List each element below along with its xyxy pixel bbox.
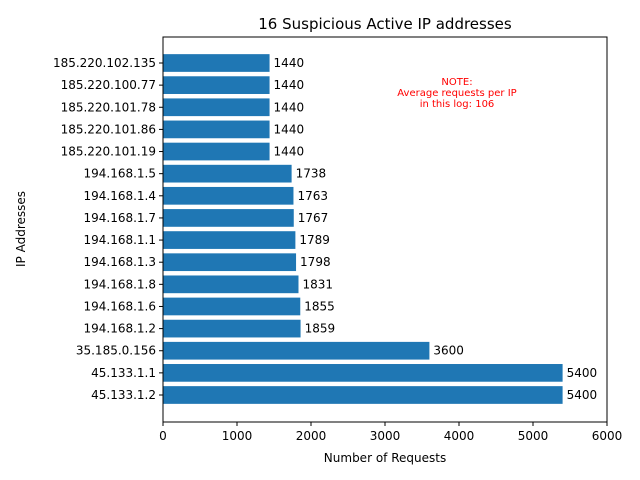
bar	[163, 164, 292, 183]
bar-value-label: 1440	[274, 122, 305, 136]
x-axis-ticks: 0 1000 2000 3000 4000 5000 6000	[159, 422, 622, 443]
y-tick-label: 185.220.100.77	[61, 78, 156, 92]
value-labels-group: 1440 1440 1440 1440 1440 1738 1763 1767 1789 1798…	[274, 56, 598, 402]
y-tick-label: 194.168.1.1	[83, 233, 156, 247]
bars-group	[163, 54, 563, 404]
bar	[163, 76, 270, 94]
y-tick-label: 194.168.1.8	[83, 277, 156, 291]
bar	[163, 297, 301, 316]
bar	[163, 341, 430, 360]
bar	[163, 275, 299, 294]
x-tick-label: 3000	[370, 429, 401, 443]
bar-value-label: 1831	[302, 277, 333, 291]
x-tick-label: 5000	[518, 429, 549, 443]
y-tick-label: 194.168.1.4	[83, 189, 156, 203]
y-tick-label: 45.133.1.2	[91, 388, 156, 402]
bar-value-label: 1855	[304, 299, 335, 313]
bar-value-label: 1440	[274, 145, 305, 159]
bar-value-label: 1763	[297, 189, 328, 203]
y-tick-label: 35.185.0.156	[76, 344, 156, 358]
bar	[163, 364, 563, 382]
bar-value-label: 1738	[296, 167, 327, 181]
note-line: NOTE:	[441, 77, 472, 88]
y-axis-label: IP Addresses	[14, 191, 28, 267]
chart-title: 16 Suspicious Active IP addresses	[258, 15, 512, 33]
bar	[163, 231, 296, 249]
bar-value-label: 1798	[300, 255, 331, 269]
bar	[163, 98, 270, 117]
bar-value-label: 1440	[274, 56, 305, 70]
bar-value-label: 1859	[305, 322, 336, 336]
x-tick-label: 6000	[592, 429, 623, 443]
bar	[163, 386, 563, 404]
bar	[163, 142, 270, 161]
y-tick-label: 185.220.102.135	[53, 56, 156, 70]
bar-value-label: 1789	[299, 233, 330, 247]
y-tick-label: 185.220.101.78	[61, 100, 156, 114]
bar	[163, 209, 294, 227]
y-axis-ticks: 185.220.102.135 185.220.100.77 185.220.101…	[53, 56, 163, 402]
bar-value-label: 1440	[274, 78, 305, 92]
bar-value-label: 5400	[567, 388, 598, 402]
bar	[163, 120, 270, 139]
bar	[163, 54, 270, 72]
bar-value-label: 5400	[567, 366, 598, 380]
x-tick-label: 1000	[222, 429, 253, 443]
y-tick-label: 194.168.1.6	[83, 299, 156, 313]
bar	[163, 186, 294, 205]
y-tick-label: 194.168.1.3	[83, 255, 156, 269]
bar-value-label: 1440	[274, 100, 305, 114]
bar	[163, 319, 301, 338]
bar	[163, 253, 297, 272]
x-tick-label: 2000	[296, 429, 327, 443]
y-tick-label: 194.168.1.5	[83, 167, 156, 181]
y-tick-label: 185.220.101.19	[61, 145, 156, 159]
plot-frame	[162, 36, 608, 423]
y-tick-label: 45.133.1.1	[91, 366, 156, 380]
x-tick-label: 0	[159, 429, 167, 443]
note-line: in this log: 106	[420, 99, 495, 110]
y-tick-label: 185.220.101.86	[61, 122, 156, 136]
bar-value-label: 1767	[298, 211, 329, 225]
note-line: Average requests per IP	[397, 88, 516, 99]
x-axis-label: Number of Requests	[324, 451, 446, 465]
y-tick-label: 194.168.1.2	[83, 322, 156, 336]
x-tick-label: 4000	[444, 429, 475, 443]
y-tick-label: 194.168.1.7	[83, 211, 156, 225]
bar-value-label: 3600	[433, 344, 464, 358]
